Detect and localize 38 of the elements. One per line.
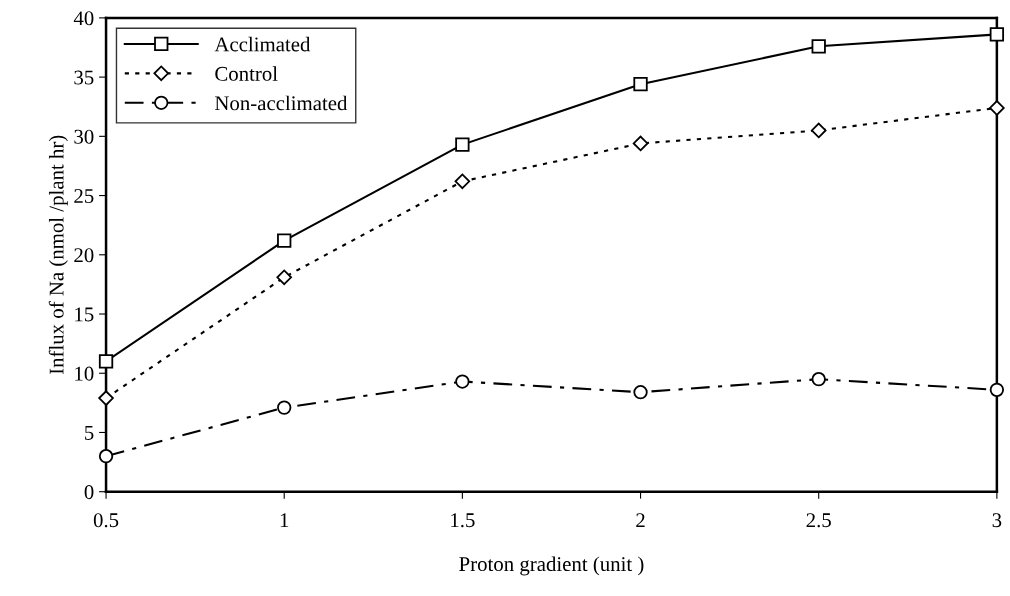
point: [989, 382, 1005, 397]
y-axis-title: Influx of Na (nmol /plant hr): [48, 135, 68, 375]
x-tick-label: 2: [636, 513, 645, 527]
point: [277, 233, 292, 248]
point: [454, 173, 471, 190]
point: [811, 372, 826, 387]
y-tick-label: 10: [75, 366, 94, 381]
point: [455, 374, 470, 389]
y-tick-label: 15: [75, 307, 94, 322]
y-tick-label: 20: [74, 248, 94, 263]
x-tick-label: 2.5: [806, 513, 831, 528]
legend-label: Acclimated: [214, 36, 311, 52]
y-tick-label: 5: [85, 426, 94, 440]
y-tick-label: 35: [74, 70, 94, 85]
point: [810, 122, 827, 139]
point: [989, 27, 1005, 42]
x-axis-title: Proton gradient (unit ): [459, 556, 644, 576]
point: [276, 269, 292, 286]
point: [632, 135, 649, 152]
x-tick-label: 1: [280, 513, 289, 527]
point: [989, 100, 1005, 116]
y-tick-label: 30: [74, 129, 94, 144]
x-tick-label: 3: [992, 513, 1002, 528]
point: [633, 77, 648, 92]
point: [98, 390, 114, 406]
x-tick-label: 1.5: [451, 513, 475, 528]
legend-label: Non-acclimated: [214, 95, 348, 111]
point: [277, 400, 292, 415]
x-tick-label: 0.5: [93, 513, 119, 528]
point: [811, 39, 826, 54]
point: [98, 449, 114, 464]
legend-label: Control: [215, 66, 278, 81]
y-tick-label: 0: [84, 485, 94, 500]
point: [455, 137, 470, 152]
point: [98, 354, 114, 369]
point: [633, 385, 648, 400]
y-tick-label: 40: [73, 11, 94, 26]
y-tick-label: 25: [74, 189, 94, 203]
